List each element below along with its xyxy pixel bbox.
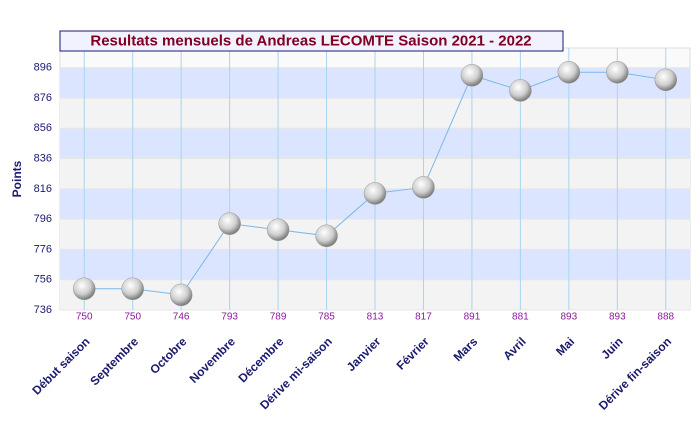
- x-tick-label: Mars: [451, 334, 481, 364]
- point-marker: [412, 176, 435, 199]
- y-tick-label: 816: [34, 183, 52, 195]
- x-tick-label: Décembre: [236, 334, 287, 385]
- value-label: 750: [76, 312, 93, 323]
- value-label: 888: [657, 312, 674, 323]
- value-label: 746: [173, 312, 190, 323]
- x-tick-label: Octobre: [147, 334, 190, 377]
- x-tick-label: Février: [394, 334, 432, 372]
- point-marker: [266, 218, 290, 241]
- y-tick-label: 896: [34, 62, 52, 74]
- point-marker: [509, 79, 532, 102]
- point-marker: [315, 224, 338, 248]
- x-tick-label: Avril: [500, 334, 528, 362]
- point-marker: [654, 68, 678, 92]
- y-tick-label: 836: [34, 152, 52, 164]
- point-marker: [72, 277, 96, 301]
- x-tick-label: Début saison: [29, 334, 92, 397]
- title-box: [59, 30, 564, 52]
- value-label: 750: [124, 312, 141, 323]
- value-label: 793: [221, 312, 238, 323]
- y-tick-label: 856: [34, 122, 52, 134]
- point-marker: [121, 277, 144, 301]
- value-label: 789: [270, 312, 287, 323]
- value-label: 891: [464, 312, 481, 323]
- y-tick-label: 756: [34, 274, 52, 286]
- y-tick-label: 876: [34, 92, 52, 104]
- x-tick-label: Janvier: [344, 334, 384, 374]
- value-label: 881: [512, 312, 529, 323]
- value-label: 893: [561, 312, 578, 323]
- x-tick-label: Septembre: [87, 334, 141, 388]
- point-marker: [460, 64, 484, 87]
- x-tick-label: Novembre: [187, 334, 239, 386]
- value-label: 893: [609, 312, 626, 323]
- x-tick-label: Mai: [553, 334, 577, 358]
- y-tick-label: 796: [34, 213, 52, 225]
- point-marker: [218, 212, 241, 235]
- y-tick-label: 776: [34, 243, 52, 255]
- y-tick-label: 736: [34, 304, 52, 316]
- chart-title: Resultats mensuels de Andreas LECOMTE Sa…: [90, 32, 531, 49]
- value-label: 785: [318, 312, 335, 323]
- point-marker: [169, 283, 193, 307]
- point-marker: [606, 60, 629, 84]
- x-tick-label: Juin: [598, 334, 625, 361]
- y-axis-label: Points: [10, 160, 24, 197]
- value-label: 813: [367, 312, 384, 323]
- value-label: 817: [415, 312, 432, 323]
- point-marker: [363, 182, 387, 205]
- plot-background: [59, 47, 691, 311]
- point-marker: [557, 60, 581, 84]
